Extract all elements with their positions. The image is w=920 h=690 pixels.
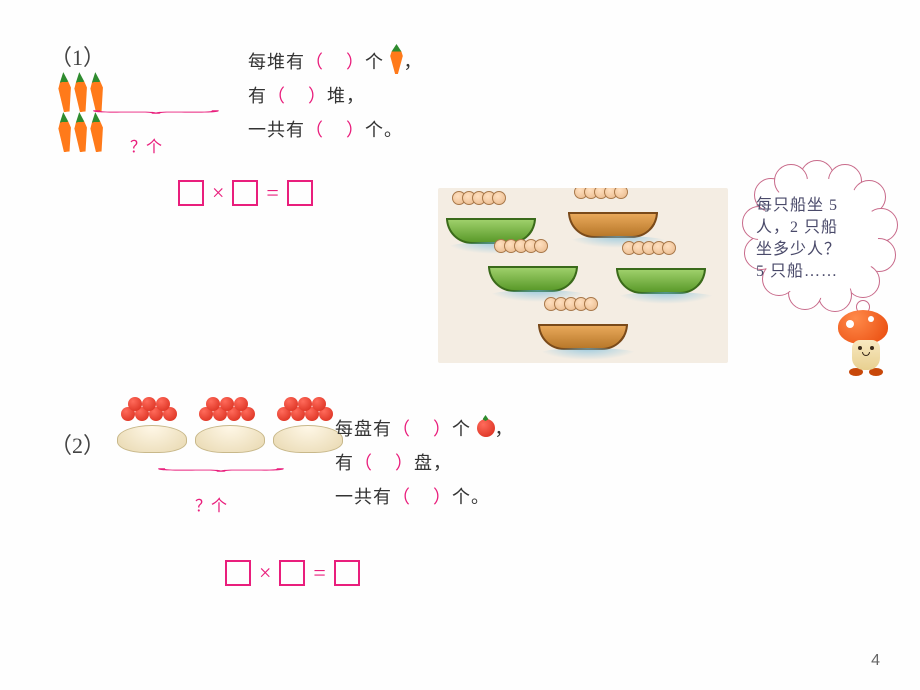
tomato-icon	[477, 419, 495, 437]
text-line: 每堆有（）个 ，	[248, 44, 423, 79]
thought-bubble-text: 每只船坐 5 人，2 只船 坐多少人？ 5 只船……	[756, 195, 881, 283]
carrot-icon	[72, 71, 89, 112]
problem-1-equation: × =	[178, 180, 313, 206]
problem-2: （2）	[50, 395, 345, 460]
mushroom-character	[838, 310, 893, 380]
equation-box[interactable]	[334, 560, 360, 586]
tomato-bowl	[273, 395, 343, 453]
text-line: 一共有（）个。	[248, 113, 423, 147]
boat	[616, 250, 716, 304]
problem-1: （1）	[50, 40, 111, 152]
equation-box[interactable]	[178, 180, 204, 206]
text-line: 有（）盘，	[335, 446, 514, 480]
problem-2-text: 每盘有（）个 ， 有（）盘， 一共有（）个。	[335, 412, 514, 514]
equation-box[interactable]	[232, 180, 258, 206]
boat	[538, 306, 638, 360]
carrot-icon	[56, 111, 73, 152]
text-line: 有（）堆，	[248, 79, 423, 113]
text-line: 一共有（）个。	[335, 480, 514, 514]
problem-1-qmark: ？个	[130, 133, 162, 157]
problem-2-qmark: ？个	[195, 492, 227, 516]
tomato-bowl	[117, 395, 187, 453]
boat	[488, 248, 588, 302]
page-number: 4	[871, 652, 880, 670]
problem-1-text: 每堆有（）个 ， 有（）堆， 一共有（）个。	[248, 44, 423, 147]
brace-icon: ︸	[155, 464, 287, 483]
equation-box[interactable]	[287, 180, 313, 206]
carrot-icon	[72, 111, 89, 152]
carrot-icon	[390, 44, 404, 74]
brace-icon: ︸	[90, 106, 222, 125]
boat-illustration	[438, 188, 728, 363]
text-line: 每盘有（）个 ，	[335, 412, 514, 446]
carrot-icon	[56, 71, 73, 112]
problem-2-number: （2）	[50, 433, 105, 458]
tomato-bowl	[195, 395, 265, 453]
problem-2-equation: × =	[225, 560, 360, 586]
equation-box[interactable]	[279, 560, 305, 586]
problem-1-number: （1）	[50, 45, 105, 70]
equation-box[interactable]	[225, 560, 251, 586]
